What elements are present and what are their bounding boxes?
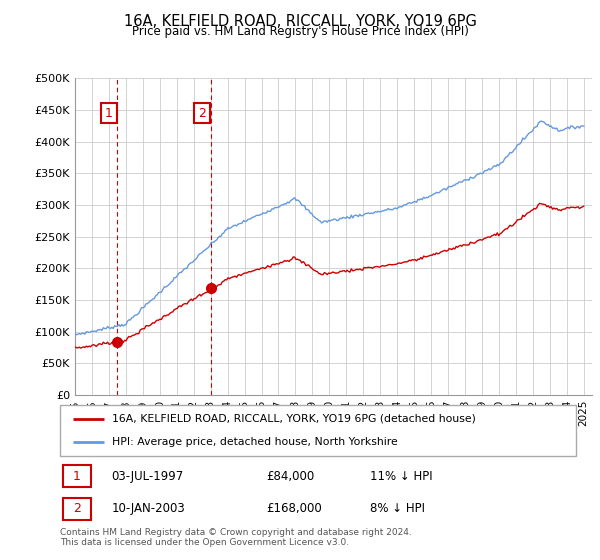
Text: 16A, KELFIELD ROAD, RICCALL, YORK, YO19 6PG (detached house): 16A, KELFIELD ROAD, RICCALL, YORK, YO19 … bbox=[112, 414, 475, 424]
Text: 2: 2 bbox=[198, 107, 206, 120]
Text: HPI: Average price, detached house, North Yorkshire: HPI: Average price, detached house, Nort… bbox=[112, 437, 397, 447]
FancyBboxPatch shape bbox=[62, 498, 91, 520]
Text: 8% ↓ HPI: 8% ↓ HPI bbox=[370, 502, 425, 516]
Text: 10-JAN-2003: 10-JAN-2003 bbox=[112, 502, 185, 516]
FancyBboxPatch shape bbox=[62, 465, 91, 487]
Text: 1: 1 bbox=[105, 107, 113, 120]
Text: £168,000: £168,000 bbox=[266, 502, 322, 516]
Text: 16A, KELFIELD ROAD, RICCALL, YORK, YO19 6PG: 16A, KELFIELD ROAD, RICCALL, YORK, YO19 … bbox=[124, 14, 476, 29]
Text: 2: 2 bbox=[73, 502, 81, 516]
Text: £84,000: £84,000 bbox=[266, 469, 314, 483]
Text: 11% ↓ HPI: 11% ↓ HPI bbox=[370, 469, 432, 483]
Text: Price paid vs. HM Land Registry's House Price Index (HPI): Price paid vs. HM Land Registry's House … bbox=[131, 25, 469, 38]
FancyBboxPatch shape bbox=[60, 405, 576, 456]
Text: 03-JUL-1997: 03-JUL-1997 bbox=[112, 469, 184, 483]
Text: 1: 1 bbox=[73, 469, 81, 483]
Text: Contains HM Land Registry data © Crown copyright and database right 2024.
This d: Contains HM Land Registry data © Crown c… bbox=[60, 528, 412, 547]
